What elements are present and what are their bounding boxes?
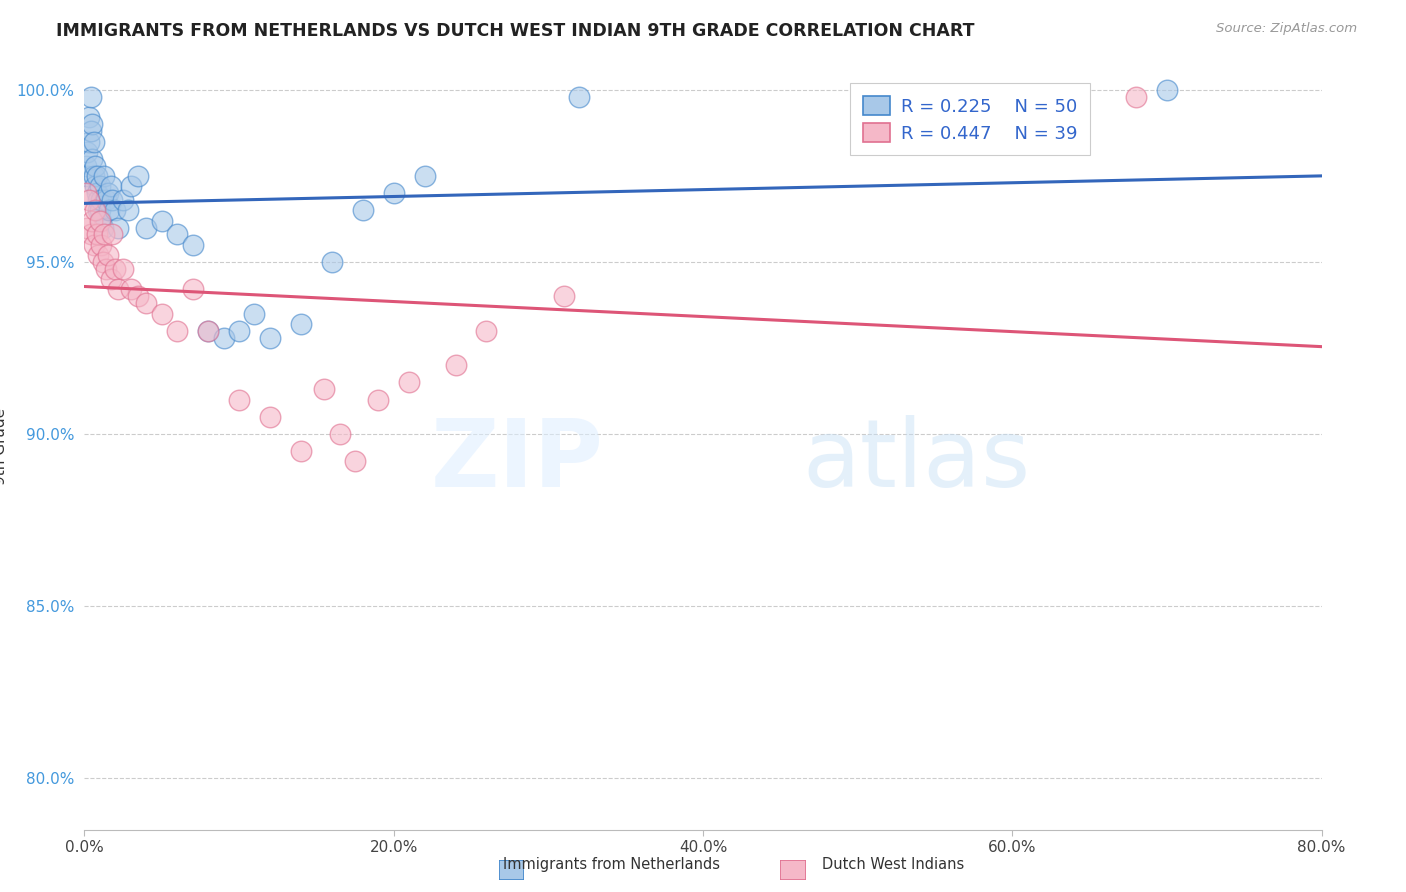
Point [93, 169, 115, 183]
Text: Source: ZipAtlas.com: Source: ZipAtlas.com [1216, 22, 1357, 36]
Point [86, 227, 108, 242]
Point [166, 227, 188, 242]
Point [197, 324, 219, 338]
Point [398, 376, 420, 390]
Point [82, 117, 104, 131]
Text: ZIP: ZIP [432, 416, 605, 508]
Point [107, 220, 129, 235]
Point [76, 220, 98, 235]
Point [101, 227, 124, 242]
Point [413, 169, 436, 183]
Point [228, 324, 250, 338]
Point [444, 358, 467, 372]
Point [86, 186, 108, 201]
Point [90, 213, 112, 227]
Point [93, 227, 115, 242]
Point [104, 261, 127, 276]
Point [75, 186, 97, 201]
Point [343, 454, 366, 468]
Point [87, 248, 110, 262]
Point [112, 261, 135, 276]
Point [568, 90, 591, 104]
Point [79, 227, 101, 242]
Point [89, 203, 111, 218]
Point [150, 307, 173, 321]
Point [84, 179, 107, 194]
Point [135, 296, 157, 310]
Point [96, 248, 118, 262]
Point [1125, 90, 1147, 104]
Point [87, 203, 110, 218]
Point [94, 261, 117, 276]
Point [181, 237, 204, 252]
Text: IMMIGRANTS FROM NETHERLANDS VS DUTCH WEST INDIAN 9TH GRADE CORRELATION CHART: IMMIGRANTS FROM NETHERLANDS VS DUTCH WES… [56, 22, 974, 40]
Point [112, 193, 135, 207]
Point [96, 186, 118, 201]
Point [328, 427, 352, 442]
Point [79, 124, 101, 138]
Point [243, 307, 266, 321]
Point [76, 145, 98, 159]
Point [150, 213, 173, 227]
Point [312, 382, 335, 396]
Point [135, 220, 157, 235]
Text: atlas: atlas [801, 416, 1031, 508]
Point [83, 135, 105, 149]
Point [197, 324, 219, 338]
Point [228, 392, 250, 407]
Point [87, 193, 110, 207]
Point [90, 237, 112, 252]
Text: Immigrants from Netherlands: Immigrants from Netherlands [503, 857, 720, 872]
Point [117, 203, 139, 218]
Text: Dutch West Indians: Dutch West Indians [821, 857, 965, 872]
Point [83, 237, 105, 252]
Point [77, 111, 100, 125]
Point [181, 283, 204, 297]
Point [259, 409, 281, 424]
Point [86, 169, 108, 183]
Point [120, 283, 142, 297]
Point [91, 220, 114, 235]
Point [79, 90, 101, 104]
Point [90, 193, 112, 207]
Point [166, 324, 188, 338]
Point [382, 186, 405, 201]
Point [553, 289, 575, 303]
Point [77, 193, 100, 207]
Point [352, 203, 374, 218]
Legend: R = 0.225    N = 50, R = 0.447    N = 39: R = 0.225 N = 50, R = 0.447 N = 39 [851, 83, 1090, 155]
Point [89, 213, 111, 227]
Point [84, 203, 107, 218]
Point [76, 169, 98, 183]
Point [127, 289, 149, 303]
Point [94, 193, 117, 207]
Point [290, 444, 312, 458]
Point [75, 159, 97, 173]
Point [82, 213, 104, 227]
Point [77, 135, 100, 149]
Point [98, 203, 121, 218]
Point [84, 159, 107, 173]
Point [290, 317, 312, 331]
Point [212, 331, 235, 345]
Point [91, 255, 114, 269]
Point [120, 179, 142, 194]
Point [89, 179, 111, 194]
Point [104, 203, 127, 218]
Point [100, 179, 122, 194]
Point [127, 169, 149, 183]
Point [321, 255, 343, 269]
Point [101, 193, 124, 207]
Point [259, 331, 281, 345]
Y-axis label: 9th Grade: 9th Grade [0, 408, 8, 484]
Point [107, 283, 129, 297]
Point [82, 152, 104, 166]
Point [367, 392, 389, 407]
Point [100, 272, 122, 286]
Point [475, 324, 498, 338]
Point [1156, 83, 1178, 97]
Point [83, 169, 105, 183]
